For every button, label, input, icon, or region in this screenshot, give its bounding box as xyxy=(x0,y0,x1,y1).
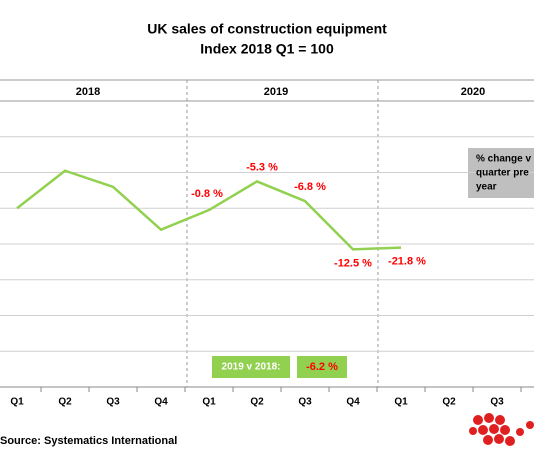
x-tick-label: Q4 xyxy=(154,397,168,408)
x-tick-label: Q3 xyxy=(298,397,312,408)
chart-title: UK sales of construction equipment xyxy=(147,21,387,37)
x-tick-label: Q2 xyxy=(442,397,456,408)
note-text: quarter pre xyxy=(476,168,529,179)
change-label: -5.3 % xyxy=(246,161,278,173)
summary-box xyxy=(212,356,290,378)
logo xyxy=(469,413,534,446)
change-label: -0.8 % xyxy=(191,188,223,200)
x-tick-label: Q1 xyxy=(394,397,408,408)
year-label: 2020 xyxy=(461,86,485,98)
x-tick-label: Q1 xyxy=(202,397,216,408)
x-tick-label: Q3 xyxy=(490,397,504,408)
x-tick-label: Q2 xyxy=(58,397,72,408)
x-tick-label: Q2 xyxy=(250,397,264,408)
year-label: 2019 xyxy=(264,86,288,98)
summary-value-box xyxy=(297,356,347,378)
change-label: -6.8 % xyxy=(294,181,326,193)
line xyxy=(16,169,402,251)
change-label: -21.8 % xyxy=(388,255,426,267)
x-tick-label: Q4 xyxy=(346,397,360,408)
chart-subtitle: Index 2018 Q1 = 100 xyxy=(200,41,334,57)
summary-value: -6.2 % xyxy=(306,361,338,373)
note-text: year xyxy=(476,182,497,193)
year-label: 2018 xyxy=(76,86,100,98)
change-label: -12.5 % xyxy=(334,257,372,269)
x-tick-label: Q1 xyxy=(10,397,24,408)
summary-label: 2019 v 2018: xyxy=(222,362,281,373)
note-text: % change v xyxy=(476,154,531,165)
x-tick-label: Q3 xyxy=(106,397,120,408)
source: Source: Systematics International xyxy=(0,435,177,447)
